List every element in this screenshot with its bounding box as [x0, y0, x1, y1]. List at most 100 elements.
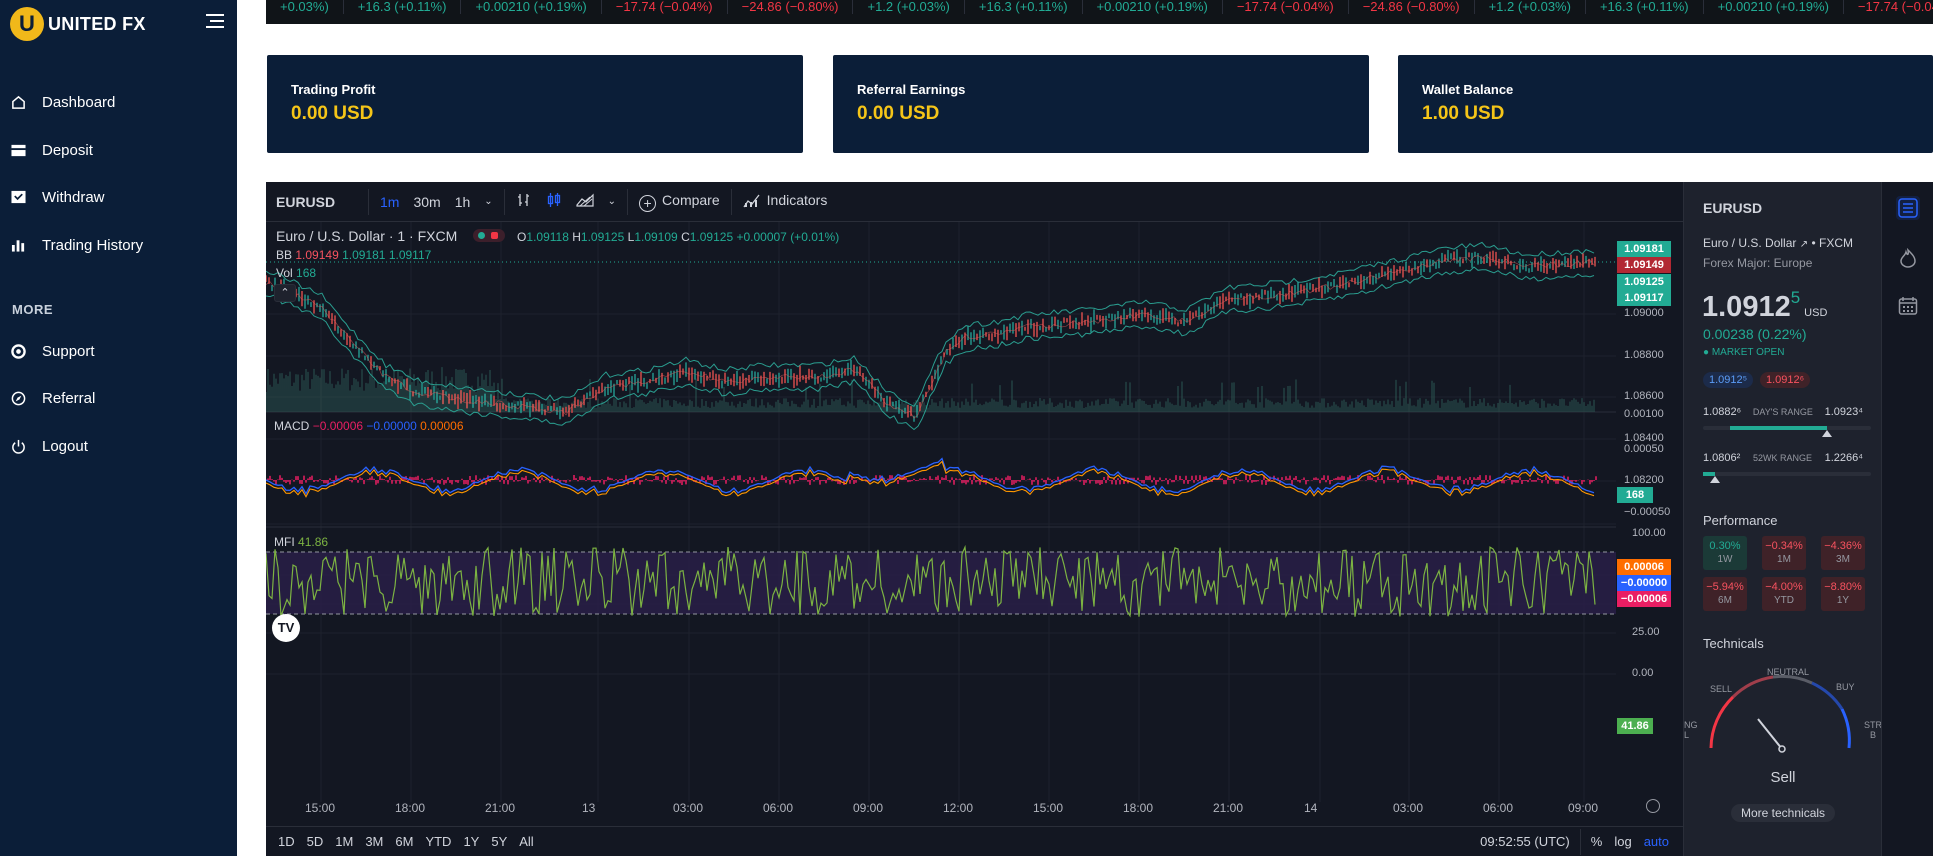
trading-profit-card: Trading Profit 0.00 USD	[267, 55, 803, 153]
card-value: 0.00 USD	[291, 103, 374, 124]
sidebar-item-label: Deposit	[42, 141, 93, 159]
hamburger-menu-icon[interactable]	[206, 14, 224, 28]
sidebar-item-label: Dashboard	[42, 93, 116, 111]
clock-timezone[interactable]: 09:52:55 (UTC)	[1480, 834, 1570, 849]
chart-legend-main: Euro / U.S. Dollar · 1 · FXCM O1.09118 H…	[276, 228, 840, 244]
settings-gear-icon[interactable]	[1646, 799, 1660, 813]
ticker-item[interactable]: −17.74 (−0.04%)	[1223, 0, 1349, 14]
percent-scale-toggle[interactable]: %	[1590, 834, 1603, 849]
symbol-details-panel: EURUSD Euro / U.S. Dollar ↗ • FXCM Forex…	[1683, 182, 1881, 856]
chevron-down-icon[interactable]: ⌄	[607, 196, 617, 207]
card-value: 0.00 USD	[857, 103, 940, 124]
withdraw-icon	[10, 189, 26, 205]
interval-30m[interactable]: 30m	[413, 193, 441, 210]
watchlist-details-icon[interactable]	[1896, 196, 1920, 220]
range-1m[interactable]: 1M	[335, 834, 354, 849]
time-tick-label: 06:00	[763, 801, 794, 815]
mfi-legend[interactable]: MFI 41.86	[274, 535, 329, 549]
collapse-legend-button[interactable]: ⌃	[274, 284, 296, 302]
chevron-down-icon[interactable]: ⌄	[484, 196, 493, 207]
sidebar-item-support[interactable]: Support	[10, 338, 95, 364]
sidebar-item-label: Referral	[42, 389, 96, 407]
tradingview-logo-icon[interactable]: TV	[272, 614, 300, 642]
details-symbol: EURUSD	[1703, 200, 1763, 216]
deposit-icon	[10, 142, 26, 158]
sidebar-item-logout[interactable]: Logout	[10, 433, 88, 459]
external-link-icon[interactable]: ↗	[1799, 239, 1809, 250]
range-1y[interactable]: 1Y	[463, 834, 480, 849]
logo-mark-icon: U	[10, 7, 44, 41]
sidebar-item-referral[interactable]: Referral	[10, 385, 95, 411]
sidebar-item-deposit[interactable]: Deposit	[10, 137, 93, 163]
ticker-item[interactable]: +16.3 (+0.11%)	[1586, 0, 1704, 14]
performance-cell: −0.34% 1M	[1762, 536, 1806, 570]
interval-1h[interactable]: 1h	[454, 193, 471, 210]
ticker-item[interactable]: +0.03%)	[266, 0, 344, 14]
sidebar-item-label: Logout	[42, 437, 88, 455]
card-label: Trading Profit	[291, 82, 376, 97]
chart-canvas[interactable]	[266, 222, 1616, 802]
52wk-range: 1.0806² 52WK RANGE 1.2266⁴	[1703, 452, 1863, 464]
brand-logo[interactable]: U UNITED FX	[10, 6, 146, 42]
range-5y[interactable]: 5Y	[491, 834, 508, 849]
mfi-value-label: 41.86	[1617, 718, 1653, 734]
gauge-sell-label: SELL	[1710, 684, 1733, 694]
range-3m[interactable]: 3M	[365, 834, 384, 849]
ticker-item[interactable]: +0.00210 (+0.19%)	[1704, 0, 1844, 14]
details-name-link[interactable]: Euro / U.S. Dollar	[1703, 236, 1797, 250]
range-all[interactable]: All	[519, 834, 534, 849]
ticker-item[interactable]: −24.86 (−0.80%)	[1349, 0, 1475, 14]
vol-legend[interactable]: Vol 168	[276, 266, 317, 280]
card-value: 1.00 USD	[1422, 103, 1505, 124]
trading-chart[interactable]: EURUSD 1m 30m 1h ⌄ ⌄ + Compare Indicators…	[266, 182, 1683, 856]
auto-scale-toggle[interactable]: auto	[1643, 834, 1669, 849]
sidebar-item-trading-history[interactable]: Trading History	[10, 232, 143, 258]
ticker-item[interactable]: +0.00210 (+0.19%)	[1083, 0, 1223, 14]
range-5d[interactable]: 5D	[306, 834, 324, 849]
technicals-gauge[interactable]	[1684, 648, 1881, 758]
hotlist-flame-icon[interactable]	[1896, 246, 1920, 270]
right-widget-toolbar	[1881, 182, 1933, 856]
time-tick-label: 21:00	[1213, 801, 1244, 815]
ticker-item[interactable]: −17.74 (−0.04%)	[1844, 0, 1933, 14]
ticker-item[interactable]: +16.3 (+0.11%)	[965, 0, 1083, 14]
calendar-icon[interactable]	[1896, 294, 1920, 318]
chart-plot-area[interactable]: Euro / U.S. Dollar · 1 · FXCM O1.09118 H…	[266, 222, 1616, 802]
ticker-item[interactable]: +0.00210 (+0.19%)	[461, 0, 602, 14]
bb-legend[interactable]: BB 1.09149 1.09181 1.09117	[276, 248, 432, 262]
log-scale-toggle[interactable]: log	[1614, 834, 1632, 849]
macd-label-0: 0.00006	[1617, 559, 1671, 575]
ticker-tape[interactable]: +0.03%) +16.3 (+0.11%) +0.00210 (+0.19%) −1…	[266, 0, 1933, 24]
indicators-button[interactable]: Indicators	[736, 192, 835, 211]
ticker-item[interactable]: +16.3 (+0.11%)	[344, 0, 462, 14]
time-tick-label: 13	[582, 801, 596, 815]
referral-icon	[10, 390, 26, 406]
range-6m[interactable]: 6M	[395, 834, 414, 849]
compare-button[interactable]: + Compare	[632, 192, 727, 212]
days-range-bar	[1703, 426, 1871, 437]
time-tick-label: 09:00	[853, 801, 884, 815]
area-style-icon[interactable]	[569, 193, 601, 210]
ticker-item[interactable]: −24.86 (−0.80%)	[728, 0, 854, 14]
more-technicals-button[interactable]: More technicals	[1731, 804, 1836, 822]
range-ytd[interactable]: YTD	[425, 834, 452, 849]
sidebar-item-label: Support	[42, 342, 95, 360]
indicators-label: Indicators	[766, 192, 828, 208]
interval-1m[interactable]: 1m	[380, 193, 400, 210]
ticker-item[interactable]: +1.2 (+0.03%)	[853, 0, 965, 14]
macd-label-1: −0.00000	[1617, 575, 1671, 591]
bars-style-icon[interactable]	[509, 192, 539, 211]
52wk-range-bar	[1703, 472, 1871, 483]
market-status-toggle[interactable]	[473, 229, 506, 242]
sidebar-item-withdraw[interactable]: Withdraw	[10, 184, 105, 210]
symbol-search[interactable]: EURUSD	[276, 193, 336, 210]
range-1d[interactable]: 1D	[278, 834, 295, 849]
brand-name: UNITED FX	[48, 13, 146, 34]
sidebar-item-dashboard[interactable]: Dashboard	[10, 89, 115, 115]
ticker-item[interactable]: +1.2 (+0.03%)	[1475, 0, 1586, 14]
time-tick-label: 21:00	[485, 801, 516, 815]
ticker-item[interactable]: −17.74 (−0.04%)	[602, 0, 728, 14]
candles-style-icon[interactable]	[539, 192, 569, 211]
performance-cell: −5.94% 6M	[1703, 577, 1747, 611]
macd-legend[interactable]: MACD −0.00006 −0.00000 0.00006	[274, 419, 464, 433]
